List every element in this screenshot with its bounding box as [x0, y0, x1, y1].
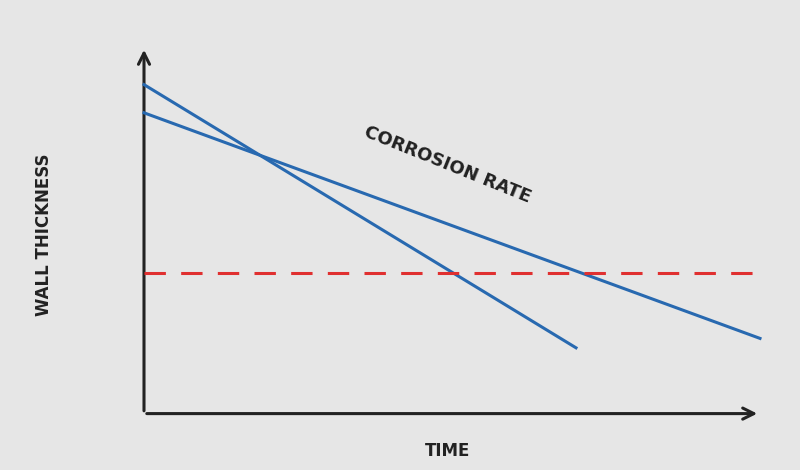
Text: WALL THICKNESS: WALL THICKNESS — [35, 154, 53, 316]
Text: CORROSION RATE: CORROSION RATE — [362, 123, 534, 206]
Text: TIME: TIME — [426, 442, 470, 460]
